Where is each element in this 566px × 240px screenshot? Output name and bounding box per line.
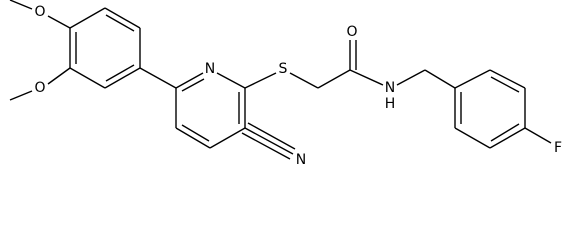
atom-label: N [296,152,306,168]
atom-label: S [279,61,288,77]
atom-label: O [34,80,45,96]
bonds [9,0,552,160]
atom-label: O [346,24,357,40]
atom-label: N [205,61,215,77]
molecule: O O N S O N H N F [9,0,562,168]
atom-label: O [34,4,45,20]
atom-label: H [385,96,396,112]
atom-label: N [385,80,395,96]
atom-label: F [554,140,562,156]
